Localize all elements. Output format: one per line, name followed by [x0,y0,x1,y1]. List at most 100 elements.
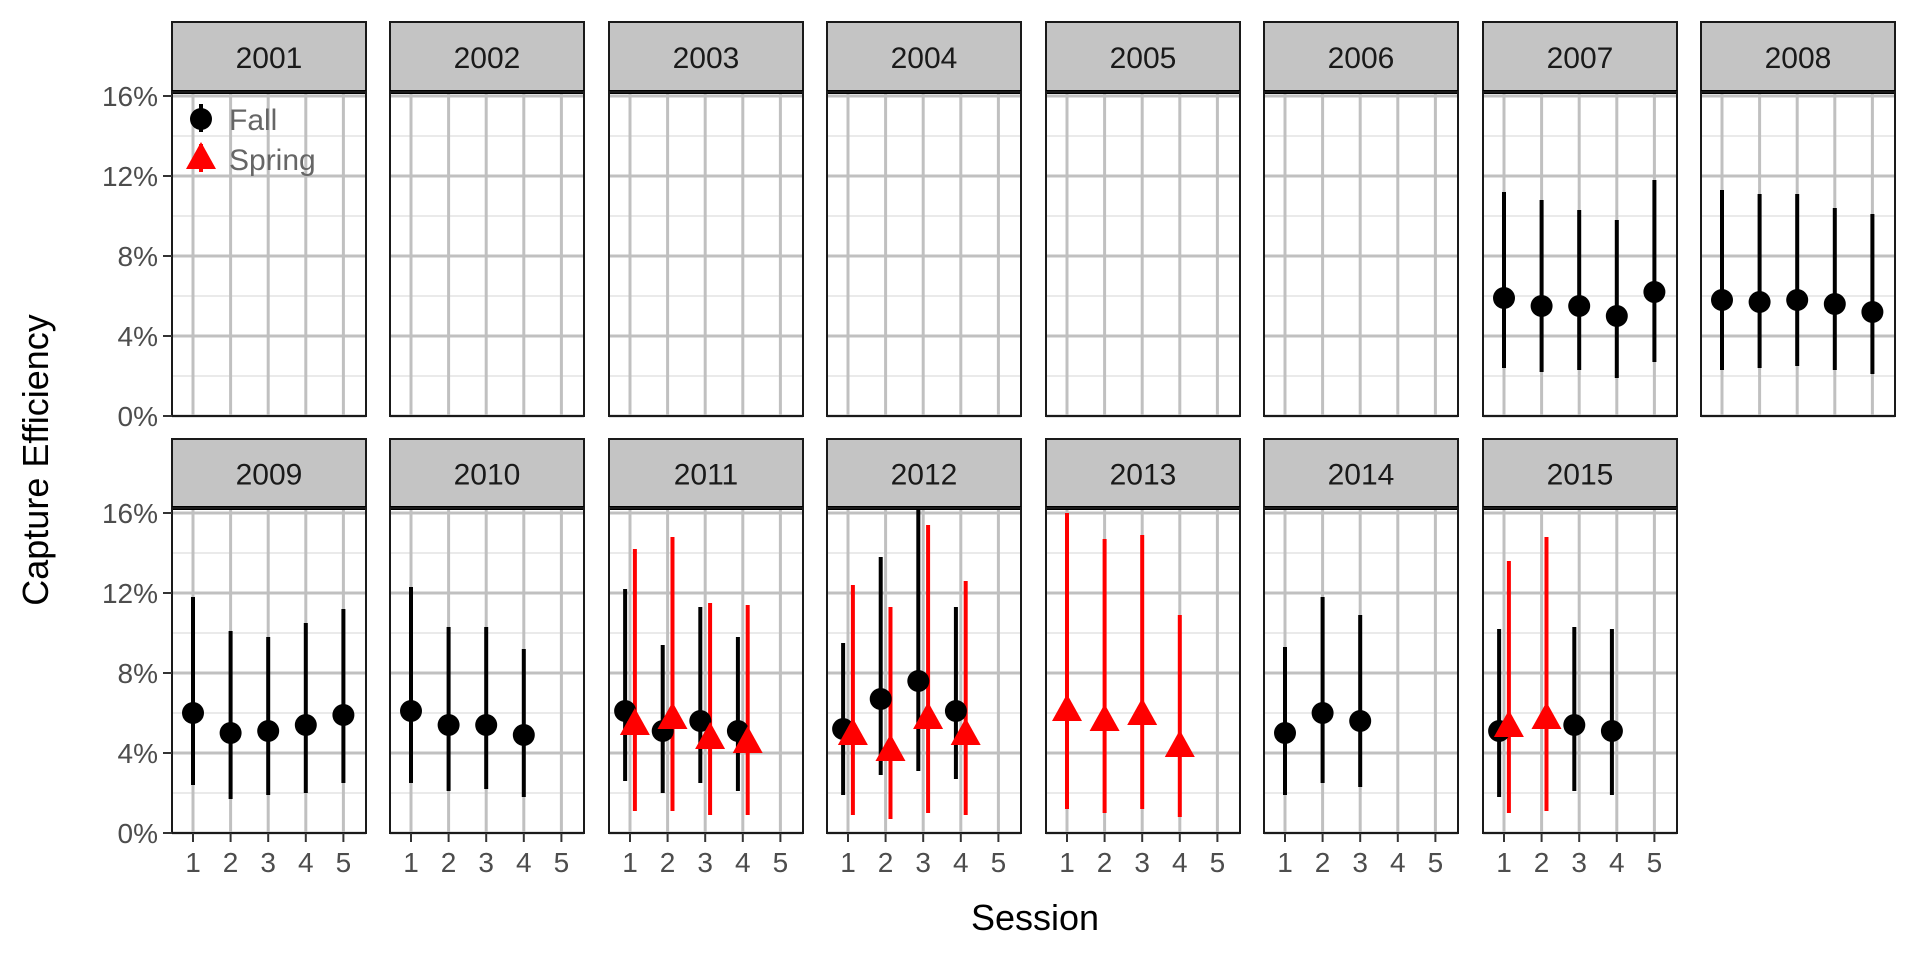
facet-strip-label: 2001 [236,42,303,75]
legend-label-fall: Fall [229,104,277,137]
fall-point [1493,287,1515,309]
fall-point [1530,295,1553,317]
facet-strip [608,438,804,509]
facet-strip [1045,21,1241,93]
x-tick-label: 5 [554,847,570,878]
fall-point [1823,293,1846,315]
fall-point [1274,722,1296,744]
y-tick-label: 16% [102,81,158,112]
facet-strip-label: 2013 [1110,459,1177,492]
facet-strip [826,21,1022,93]
facet-strip-label: 2003 [673,42,740,75]
legend-spring-marker [186,142,216,169]
facet-panel-2015: 2015 1 2 3 4 5 [1482,438,1678,878]
y-tick-label: 8% [118,241,158,272]
fall-point [1311,702,1334,724]
y-tick-label: 4% [118,738,158,769]
facet-strip-label: 2012 [891,459,958,492]
x-tick-label: 5 [773,847,789,878]
facet-strip [1700,21,1896,93]
fall-point [1643,281,1666,303]
x-tick-label: 1 [1277,847,1293,878]
fall-point [1711,289,1733,311]
panel-border [1482,91,1678,417]
x-tick-label: 2 [1534,847,1550,878]
x-tick-label: 3 [1352,847,1368,878]
panel-border [608,91,804,417]
x-tick-label: 2 [878,847,894,878]
fall-point [1563,714,1586,736]
x-tick-label: 4 [1172,847,1188,878]
fall-point [869,688,892,710]
y-tick-label: 4% [118,321,158,352]
x-tick-label: 2 [441,847,457,878]
spring-point [695,722,726,749]
spring-point [657,702,688,729]
x-tick-label: 2 [1315,847,1331,878]
facet-panel-2003: 2003 [608,21,804,418]
facet-panel-2007: 2007 [1482,21,1678,418]
facet-strip-label: 2002 [454,42,521,75]
facet-strip [1263,438,1459,509]
x-tick-label: 4 [1390,847,1406,878]
facet-strip-label: 2014 [1328,459,1395,492]
x-tick-label: 1 [185,847,201,878]
x-tick-label: 4 [1609,847,1625,878]
spring-point [950,718,981,745]
x-tick-label: 2 [660,847,676,878]
x-tick-label: 3 [1134,847,1150,878]
legend: Fall Spring [186,104,316,177]
facet-strip [171,21,367,93]
facet-strip-label: 2008 [1765,42,1832,75]
spring-point [1052,694,1082,721]
fall-point [257,720,280,742]
panel-border [1263,91,1459,417]
x-tick-label: 4 [298,847,314,878]
facet-strip-label: 2010 [454,459,521,492]
fall-point [437,714,460,736]
x-tick-label: 1 [840,847,856,878]
spring-point [1127,698,1158,725]
x-tick-label: 3 [1571,847,1587,878]
fall-point [294,714,317,736]
fall-point [1600,720,1623,742]
x-tick-label: 3 [697,847,713,878]
fall-point [400,700,422,722]
fall-point [944,700,967,722]
x-tick-label: 4 [735,847,751,878]
x-tick-label: 1 [403,847,419,878]
facet-strip-label: 2007 [1547,42,1614,75]
fall-point [219,722,242,744]
facet-panel-2011: 2011 1 2 3 4 5 [608,438,804,878]
facet-strip-label: 2005 [1110,42,1177,75]
y-axis-title: Capture Efficiency [15,314,56,605]
fall-point [907,670,930,692]
spring-point [732,726,763,753]
x-tick-label: 1 [1496,847,1512,878]
panel-border [826,91,1022,417]
y-tick-label: 0% [118,401,158,432]
spring-point [1493,710,1524,737]
facet-strip [608,21,804,93]
facet-strip-label: 2011 [674,459,739,492]
y-tick-label: 16% [102,498,158,529]
facet-panel-2009: 2009 1 2 3 4 5 [171,438,367,878]
facet-panel-2001: 2001 [171,21,367,418]
fall-point [1786,289,1809,311]
x-tick-label: 3 [478,847,494,878]
facet-strip [1263,21,1459,93]
fall-point [182,702,204,724]
facet-panel-2004: 2004 [826,21,1022,418]
x-tick-label: 3 [915,847,931,878]
x-tick-label: 5 [1647,847,1663,878]
x-tick-label: 1 [1059,847,1075,878]
facet-panel-2008: 2008 [1700,21,1896,418]
x-tick-label: 5 [336,847,352,878]
facet-strip-label: 2015 [1547,459,1614,492]
legend-fall-marker [190,108,212,130]
fall-point [1568,295,1591,317]
facet-panel-2014: 2014 1 2 3 4 5 [1263,438,1459,878]
facet-panel-2002: 2002 [389,21,585,418]
